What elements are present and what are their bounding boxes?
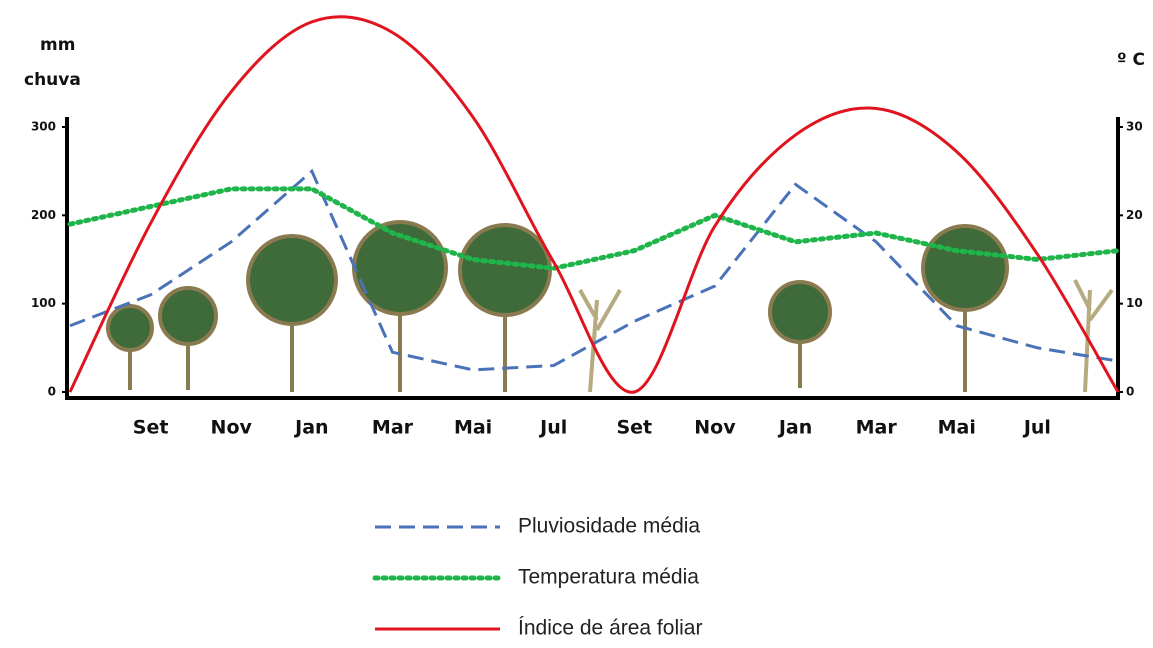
x-tick-label: Nov	[694, 417, 736, 439]
y2-tick-label: 10	[1126, 296, 1143, 310]
x-tick-label: Jul	[538, 417, 567, 439]
y-axis-label: chuva	[24, 70, 81, 90]
x-tick-label: Set	[133, 417, 169, 439]
x-tick-label: Set	[616, 417, 652, 439]
y-tick-label: 100	[31, 296, 56, 310]
x-tick-label: Mai	[454, 417, 492, 439]
y-tick-label: 200	[31, 208, 56, 222]
y2-tick-label: 0	[1126, 385, 1134, 399]
x-tick-label: Mar	[856, 417, 898, 439]
x-tick-label: Mai	[938, 417, 976, 439]
y2-axis-label: º C	[1117, 50, 1145, 70]
y-tick-label: 300	[31, 120, 56, 134]
legend-label: Índice de área foliar	[518, 617, 702, 640]
y2-tick-label: 30	[1126, 120, 1143, 134]
y2-tick-label: 20	[1126, 208, 1143, 222]
x-tick-label: Jan	[777, 417, 812, 439]
legend-label: Pluviosidade média	[518, 515, 700, 538]
trees	[108, 222, 1007, 392]
chart: mm chuva º C 0 100 200 300 0 10 20 30 Set Nov Jan M…	[0, 0, 1153, 644]
x-tick-label: Mar	[372, 417, 414, 439]
x-tick-label: Nov	[211, 417, 253, 439]
bare-trees	[580, 280, 1112, 392]
y-axis-label: mm	[40, 35, 75, 55]
x-tick-label: Jul	[1022, 417, 1051, 439]
x-tick-label: Jan	[293, 417, 328, 439]
y-tick-label: 0	[48, 385, 56, 399]
legend-label: Temperatura média	[518, 566, 699, 589]
